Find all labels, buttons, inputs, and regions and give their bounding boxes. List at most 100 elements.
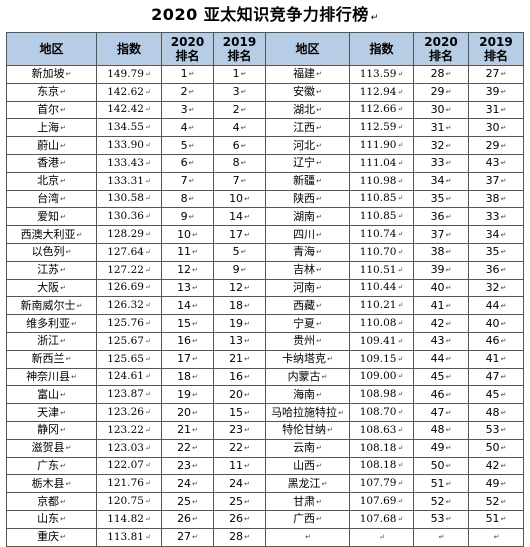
region-value: 天津	[37, 405, 60, 419]
header-row: 地区 指数 2020 排名 2019 排名 地区 指数 2020 排名 2019 排名	[6, 32, 524, 66]
right-index-cell: ↵	[349, 527, 414, 547]
table-row: 静冈↵ 123.22↵ 21↵ 23↵ 特伦甘纳↵ 108.63↵ 48↵ 53↵	[6, 420, 524, 440]
cell-end-mark: ↵	[192, 426, 198, 435]
right-index-cell: 111.04↵	[349, 153, 414, 173]
left-index-cell: 114.82↵	[96, 509, 162, 529]
rank2019-value: 20	[229, 387, 244, 401]
rank2020-value: 2	[180, 85, 188, 99]
left-index-cell: 123.26↵	[96, 403, 162, 422]
left-rank2019-cell: 12↵	[213, 278, 266, 298]
right-rank2019-cell: 48↵	[468, 403, 524, 422]
cell-end-mark: ↵	[188, 212, 195, 221]
cell-end-mark: ↵	[192, 230, 198, 239]
right-region-cell: 吉林↵	[265, 260, 350, 280]
cell-end-mark: ↵	[305, 533, 311, 542]
cell-end-mark: ↵	[240, 88, 247, 97]
cell-end-mark: ↵	[445, 159, 452, 168]
right-rank2020-cell: 50↵	[413, 456, 469, 476]
right-index-cell: 109.00↵	[349, 367, 414, 387]
right-rank2020-cell: 49↵	[413, 438, 469, 458]
right-index-cell: 108.18↵	[349, 438, 414, 458]
right-region-cell: 江西↵	[265, 118, 350, 138]
rank2020-value: 7	[180, 174, 188, 188]
rank2020-value: 27	[177, 530, 192, 544]
region-value: 海南	[293, 387, 316, 401]
index-value: 109.15	[359, 352, 397, 365]
cell-end-mark: ↵	[188, 177, 195, 186]
index-value: 134.55	[107, 121, 144, 134]
right-rank2019-cell: 32↵	[468, 278, 524, 298]
cell-end-mark: ↵	[144, 87, 151, 96]
right-region-cell: 青海↵	[265, 242, 350, 262]
index-value: 111.90	[359, 139, 397, 152]
cell-end-mark: ↵	[244, 301, 250, 310]
cell-end-mark: ↵	[60, 461, 66, 470]
rank2020-value: 4	[180, 120, 188, 134]
right-index-cell: 111.90↵	[349, 136, 414, 155]
left-index-cell: 133.31↵	[96, 171, 162, 191]
index-value: 109.41	[359, 334, 397, 347]
index-value: 113.59	[359, 67, 397, 80]
header-region-right: 地区	[265, 32, 350, 66]
region-value: 青海	[293, 245, 316, 259]
cell-end-mark: ↵	[244, 479, 250, 488]
index-value: 133.43	[107, 156, 144, 169]
region-value: 西澳大利亚	[20, 227, 76, 241]
left-index-cell: 123.87↵	[96, 385, 162, 405]
index-value: 108.63	[359, 423, 397, 436]
table-row: 天津↵ 123.26↵ 20↵ 15↵ 马哈拉施特拉↵ 108.70↵ 47↵ 48↵	[6, 403, 524, 422]
rank2020-value: 14	[177, 298, 192, 312]
cell-end-mark: ↵	[500, 355, 507, 364]
cell-end-mark: ↵	[192, 319, 198, 328]
region-value: 广西	[293, 512, 316, 526]
right-rank2019-cell: 43↵	[468, 153, 524, 173]
header-rank2020-left: 2020 排名	[161, 32, 214, 66]
region-value: 吉林	[293, 263, 316, 277]
cell-end-mark: ↵	[244, 194, 250, 203]
rank2019-value: 34	[485, 227, 500, 241]
region-value: 神奈川县	[26, 369, 71, 383]
table-row: 神奈川县↵ 124.61↵ 18↵ 16↵ 内蒙古↵ 109.00↵ 45↵ 47↵	[6, 367, 524, 387]
index-value: 130.58	[107, 192, 144, 205]
region-value: 宁夏	[293, 316, 316, 330]
rank2019-value: 21	[229, 352, 244, 366]
region-value: 福建	[293, 67, 316, 81]
rank2019-value: 9	[232, 263, 240, 277]
cell-end-mark: ↵	[188, 105, 195, 114]
cell-end-mark: ↵	[144, 141, 151, 150]
cell-end-mark: ↵	[192, 497, 198, 506]
left-index-cell: 123.22↵	[96, 420, 162, 440]
left-index-cell: 133.43↵	[96, 153, 162, 173]
rank2020-value: 12	[177, 263, 192, 277]
right-rank2020-cell: ↵	[413, 527, 469, 547]
right-rank2020-cell: 30↵	[413, 100, 469, 120]
cell-end-mark: ↵	[397, 461, 404, 470]
left-rank2020-cell: 5↵	[161, 136, 214, 155]
left-rank2019-cell: 9↵	[213, 260, 266, 280]
table-row: 维多利亚↵ 125.76↵ 15↵ 19↵ 宁夏↵ 110.08↵ 42↵ 40↵	[6, 314, 524, 333]
table-row: 大阪↵ 126.69↵ 13↵ 12↵ 河南↵ 110.44↵ 40↵ 32↵	[6, 278, 524, 298]
right-index-cell: 112.94↵	[349, 82, 414, 102]
left-region-cell: 江苏↵	[6, 260, 97, 280]
right-index-cell: 110.85↵	[349, 189, 414, 209]
index-value: 110.44	[359, 281, 397, 294]
cell-end-mark: ↵	[188, 123, 195, 132]
right-rank2020-cell: 31↵	[413, 118, 469, 138]
cell-end-mark: ↵	[500, 497, 507, 506]
cell-end-mark: ↵	[60, 141, 66, 150]
left-region-cell: 重庆↵	[6, 527, 97, 547]
cell-end-mark: ↵	[60, 123, 66, 132]
index-value: 130.36	[107, 210, 144, 223]
cell-end-mark: ↵	[316, 497, 322, 506]
table-row: 西澳大利亚↵ 128.29↵ 10↵ 17↵ 四川↵ 110.74↵ 37↵ 34↵	[6, 225, 524, 244]
cell-end-mark: ↵	[445, 390, 452, 399]
left-rank2019-cell: 10↵	[213, 189, 266, 209]
cell-end-mark: ↵	[192, 372, 198, 381]
left-region-cell: 栃木县↵	[6, 474, 97, 494]
cell-end-mark: ↵	[192, 355, 198, 364]
cell-end-mark: ↵	[244, 390, 250, 399]
rank2019-value: 13	[229, 334, 244, 348]
left-rank2020-cell: 9↵	[161, 207, 214, 227]
right-region-cell: 甘肃↵	[265, 492, 350, 511]
region-value: 山西	[293, 458, 316, 472]
